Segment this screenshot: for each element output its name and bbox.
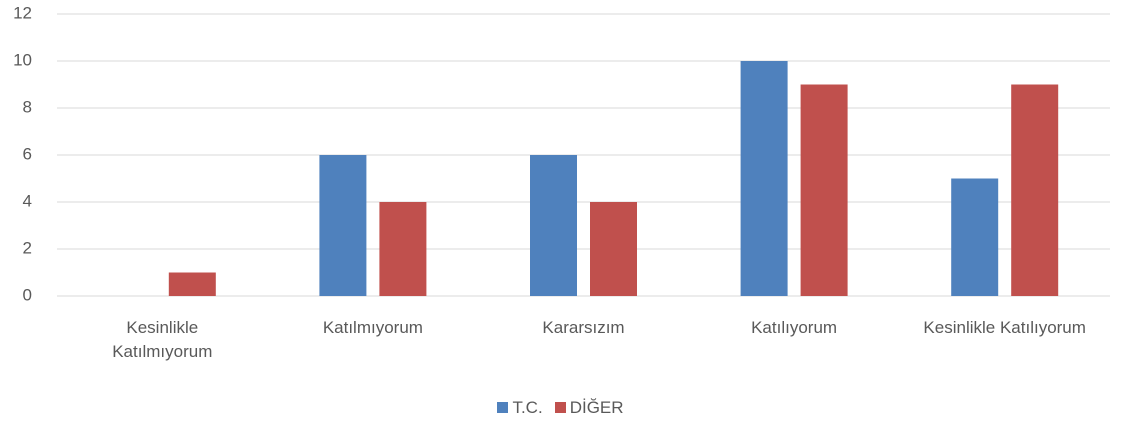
bar [740,61,788,296]
legend-swatch [554,402,566,413]
legend-label: DİĞER [569,398,624,417]
y-tick-label: 4 [23,191,32,210]
bar [590,202,637,296]
x-tick-label: Katılmıyorum [322,318,423,337]
legend-label: T.C. [512,398,543,417]
x-tick-label: Kesinlikle Katılmıyorum [112,318,213,361]
bar [530,155,577,296]
legend-swatch [497,402,509,413]
y-tick-label: 12 [13,3,32,22]
y-tick-label: 0 [23,285,32,304]
x-tick-label: Katılıyorum [751,318,838,337]
legend-item: DİĞER [554,398,624,418]
legend: T.C. DİĞER [0,398,1121,418]
bar [168,272,216,296]
bar [379,202,427,296]
x-tick-label: Kesinlikle Katılıyorum [923,318,1086,337]
bar [800,84,848,296]
bar [951,178,999,296]
x-tick-label: Kararsızım [542,318,625,337]
legend-item: T.C. [497,398,543,418]
y-tick-label: 10 [13,50,32,69]
y-tick-label: 2 [23,238,32,257]
bar [319,155,367,296]
y-tick-label: 8 [23,97,32,116]
bar [1011,84,1059,296]
y-tick-label: 6 [23,144,32,163]
